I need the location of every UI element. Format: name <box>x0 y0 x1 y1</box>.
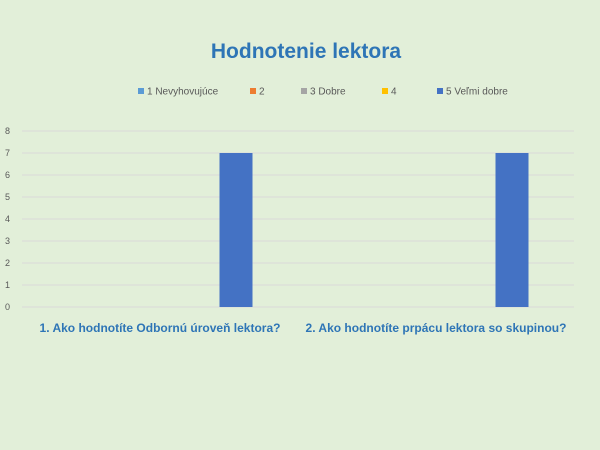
legend-swatch <box>301 88 307 94</box>
y-tick-label: 8 <box>5 126 10 136</box>
x-category-label: 1. Ako hodnotíte Odbornú úroveň lektora? <box>40 321 281 335</box>
legend-swatch <box>437 88 443 94</box>
legend-swatch <box>382 88 388 94</box>
x-category-label: 2. Ako hodnotíte prpácu lektora so skupi… <box>306 321 567 335</box>
legend-label: 4 <box>391 87 397 98</box>
bar <box>495 153 529 307</box>
bars <box>219 153 529 307</box>
y-tick-label: 7 <box>5 148 10 158</box>
legend-label: 1 Nevyhovujúce <box>147 87 219 98</box>
legend-swatch <box>138 88 144 94</box>
y-tick-label: 4 <box>5 214 10 224</box>
y-tick-label: 2 <box>5 258 10 268</box>
y-tick-label: 5 <box>5 192 10 202</box>
legend-label: 5 Veľmi dobre <box>446 87 508 98</box>
legend-swatch <box>250 88 256 94</box>
y-tick-label: 1 <box>5 280 10 290</box>
legend-label: 2 <box>259 87 265 98</box>
y-tick-label: 3 <box>5 236 10 246</box>
bar <box>219 153 253 307</box>
gridlines <box>22 130 574 308</box>
y-axis-ticks: 0 1 2 3 4 5 6 7 8 <box>5 126 10 312</box>
legend-label: 3 Dobre <box>310 87 346 98</box>
chart-title: Hodnotenie lektora <box>211 40 402 63</box>
legend: 1 Nevyhovujúce 2 3 Dobre 4 5 Veľmi dobre <box>138 87 508 98</box>
y-tick-label: 0 <box>5 302 10 312</box>
x-axis-categories: 1. Ako hodnotíte Odbornú úroveň lektora?… <box>40 321 567 335</box>
y-tick-label: 6 <box>5 170 10 180</box>
